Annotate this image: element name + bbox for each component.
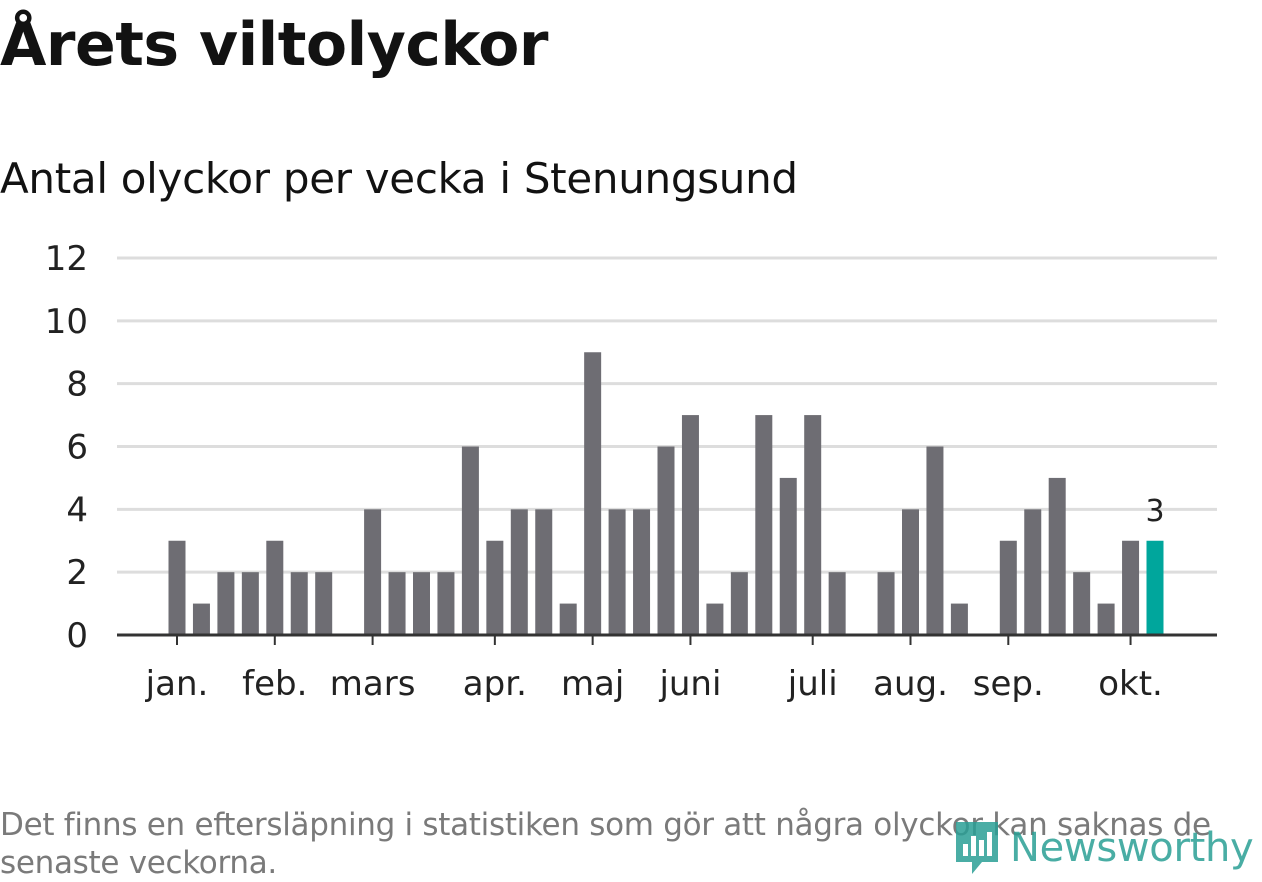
bar [486, 540, 504, 635]
bar [681, 415, 699, 635]
bar [413, 572, 430, 635]
bar [730, 572, 748, 635]
bar [168, 540, 186, 635]
x-tick-label: aug. [873, 664, 948, 704]
y-tick-label: 2 [66, 553, 88, 593]
bar [779, 477, 797, 635]
y-tick-label: 8 [66, 365, 88, 405]
bar-data-label: 3 [1145, 494, 1164, 529]
bar [1122, 540, 1140, 635]
bar [217, 572, 235, 635]
bar [461, 446, 479, 635]
footnote: Det finns en eftersläpning i statistiken… [0, 807, 1211, 881]
bar [192, 603, 210, 635]
bar [633, 509, 651, 635]
y-tick-label: 12 [45, 239, 88, 279]
x-tick-label: sep. [973, 664, 1044, 704]
logo-text: Newsworthy [1010, 825, 1254, 871]
newsworthy-logo-icon [956, 822, 998, 874]
bar [1073, 572, 1091, 635]
bar [241, 572, 259, 635]
chart-title: Årets viltolyckor [0, 10, 549, 80]
bar [510, 509, 528, 635]
y-tick-label: 6 [66, 428, 88, 468]
bar [828, 572, 846, 635]
bar [364, 509, 382, 635]
bar [926, 446, 944, 635]
bar [999, 540, 1017, 635]
bar [706, 603, 724, 635]
bar [388, 572, 406, 635]
x-tick-label: maj [561, 664, 624, 704]
bar [950, 603, 968, 635]
bar [1048, 477, 1066, 635]
y-tick-label: 0 [66, 616, 88, 656]
bar [657, 446, 675, 635]
chart-subtitle: Antal olyckor per vecka i Stenungsund [0, 154, 798, 203]
x-tick-label: jan. [145, 664, 209, 704]
x-tick-label: juli [787, 664, 838, 704]
bar [608, 509, 626, 635]
bar [535, 509, 553, 635]
x-tick-label: okt. [1098, 664, 1163, 704]
x-tick-label: mars [330, 664, 416, 704]
bar [1024, 509, 1042, 635]
newsworthy-logo: Newsworthy [952, 818, 1254, 878]
y-tick-label: 4 [66, 490, 88, 530]
bar-highlight [1146, 540, 1164, 635]
bar [902, 509, 919, 635]
bar [437, 572, 455, 635]
bar [584, 352, 602, 635]
bar [804, 415, 822, 635]
y-tick-label: 10 [45, 302, 88, 342]
bar [290, 572, 308, 635]
bar [266, 540, 284, 635]
bar [755, 415, 773, 635]
x-tick-label: feb. [242, 664, 307, 704]
bar [559, 603, 577, 635]
bar [877, 572, 895, 635]
x-tick-label: apr. [463, 664, 527, 704]
y-axis-ticks: 0 2 4 6 8 10 12 [45, 239, 88, 656]
x-axis-ticks: jan. feb. mars apr. maj juni juli aug. sep. okt. [145, 635, 1163, 704]
x-tick-label: juni [658, 664, 721, 704]
bars: 3 [168, 352, 1165, 635]
bar [315, 572, 333, 635]
bar [1097, 603, 1115, 635]
